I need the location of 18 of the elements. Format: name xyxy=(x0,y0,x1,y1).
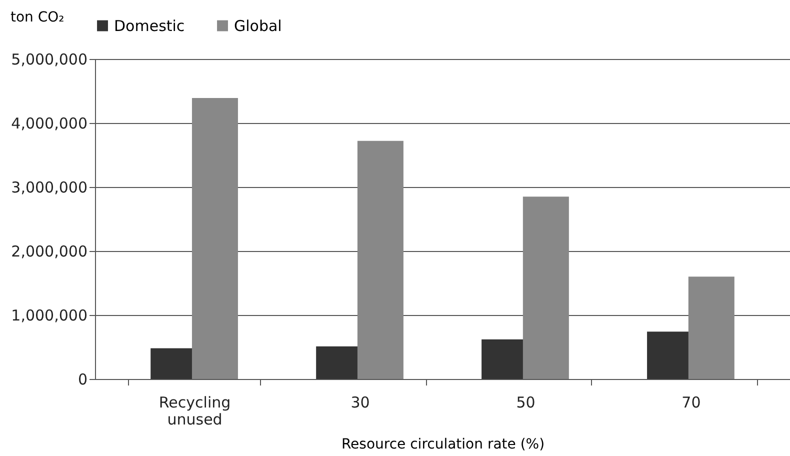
bar xyxy=(688,276,734,379)
x-tick-label: 70 xyxy=(682,394,701,412)
y-axis-title: ton CO₂ xyxy=(10,10,64,26)
legend-label: Global xyxy=(234,16,282,35)
bar xyxy=(357,140,404,379)
y-tick-label: 1,000,000 xyxy=(11,306,88,324)
y-tick-label: 4,000,000 xyxy=(11,114,88,132)
x-tick-label: Recycling unused xyxy=(158,394,231,428)
x-axis-title: Resource circulation rate (%) xyxy=(341,436,545,452)
legend-label: Domestic xyxy=(114,16,185,35)
bar xyxy=(522,196,569,379)
y-tick-label: 0 xyxy=(78,370,88,388)
y-tick-label: 2,000,000 xyxy=(11,242,88,260)
y-tick-label: 5,000,000 xyxy=(11,50,88,68)
y-tick-label: 3,000,000 xyxy=(11,178,88,196)
x-tick-label: 30 xyxy=(350,394,370,412)
x-tick-label: 50 xyxy=(516,394,536,412)
bar xyxy=(192,98,238,379)
